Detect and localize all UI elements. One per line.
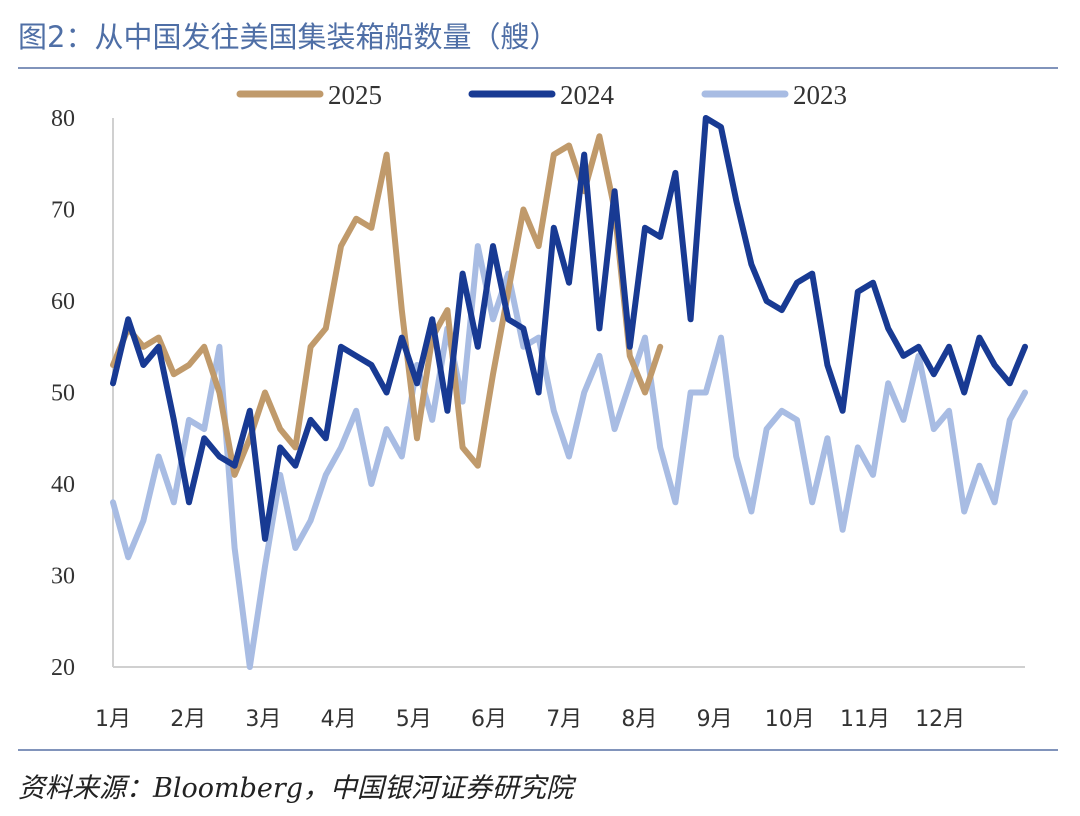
x-tick-label: 9月 [697, 707, 733, 732]
y-tick-label: 70 [51, 198, 75, 224]
series-line-2024 [110, 115, 1028, 542]
x-tick-label: 1月 [95, 707, 131, 732]
x-tick-label: 3月 [245, 707, 281, 732]
source-note: 资料来源：Bloomberg，中国银河证券研究院 [18, 773, 574, 804]
source-divider [18, 749, 1058, 751]
x-tick-label: 5月 [396, 707, 432, 732]
x-tick-label: 12月 [915, 707, 965, 732]
y-axis: 20 30 40 50 60 70 80 [51, 106, 114, 681]
legend-label-2023: 2023 [793, 80, 847, 110]
x-tick-label: 7月 [546, 707, 582, 732]
legend-label-2024: 2024 [560, 80, 615, 110]
x-tick-label: 2月 [170, 707, 206, 732]
x-tick-label: 11月 [840, 707, 890, 732]
series-layer [110, 115, 1028, 670]
x-tick-label: 4月 [321, 707, 357, 732]
x-tick-label: 10月 [765, 707, 815, 732]
series-line-2025 [110, 133, 664, 478]
x-tick-label: 8月 [621, 707, 657, 732]
title-divider [18, 67, 1058, 69]
y-tick-label: 80 [51, 106, 75, 132]
legend: 2025 2024 2023 [236, 80, 847, 110]
y-tick-label: 50 [51, 381, 75, 407]
chart-title: 图2：从中国发往美国集装箱船数量（艘） [18, 20, 559, 54]
y-tick-label: 30 [51, 564, 75, 590]
legend-label-2025: 2025 [328, 80, 382, 110]
y-tick-label: 60 [51, 289, 75, 315]
y-tick-label: 40 [51, 472, 75, 498]
series-line-2023 [110, 243, 1028, 670]
y-tick-label: 20 [51, 655, 75, 681]
x-tick-label: 6月 [471, 707, 507, 732]
x-axis: 1月 2月 3月 4月 5月 6月 7月 8月 9月 10月 11月 12月 [95, 666, 1025, 732]
